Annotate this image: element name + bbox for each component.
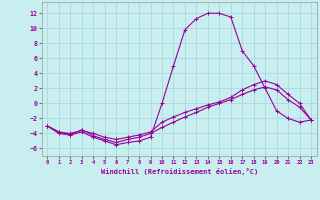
X-axis label: Windchill (Refroidissement éolien,°C): Windchill (Refroidissement éolien,°C) bbox=[100, 168, 258, 175]
